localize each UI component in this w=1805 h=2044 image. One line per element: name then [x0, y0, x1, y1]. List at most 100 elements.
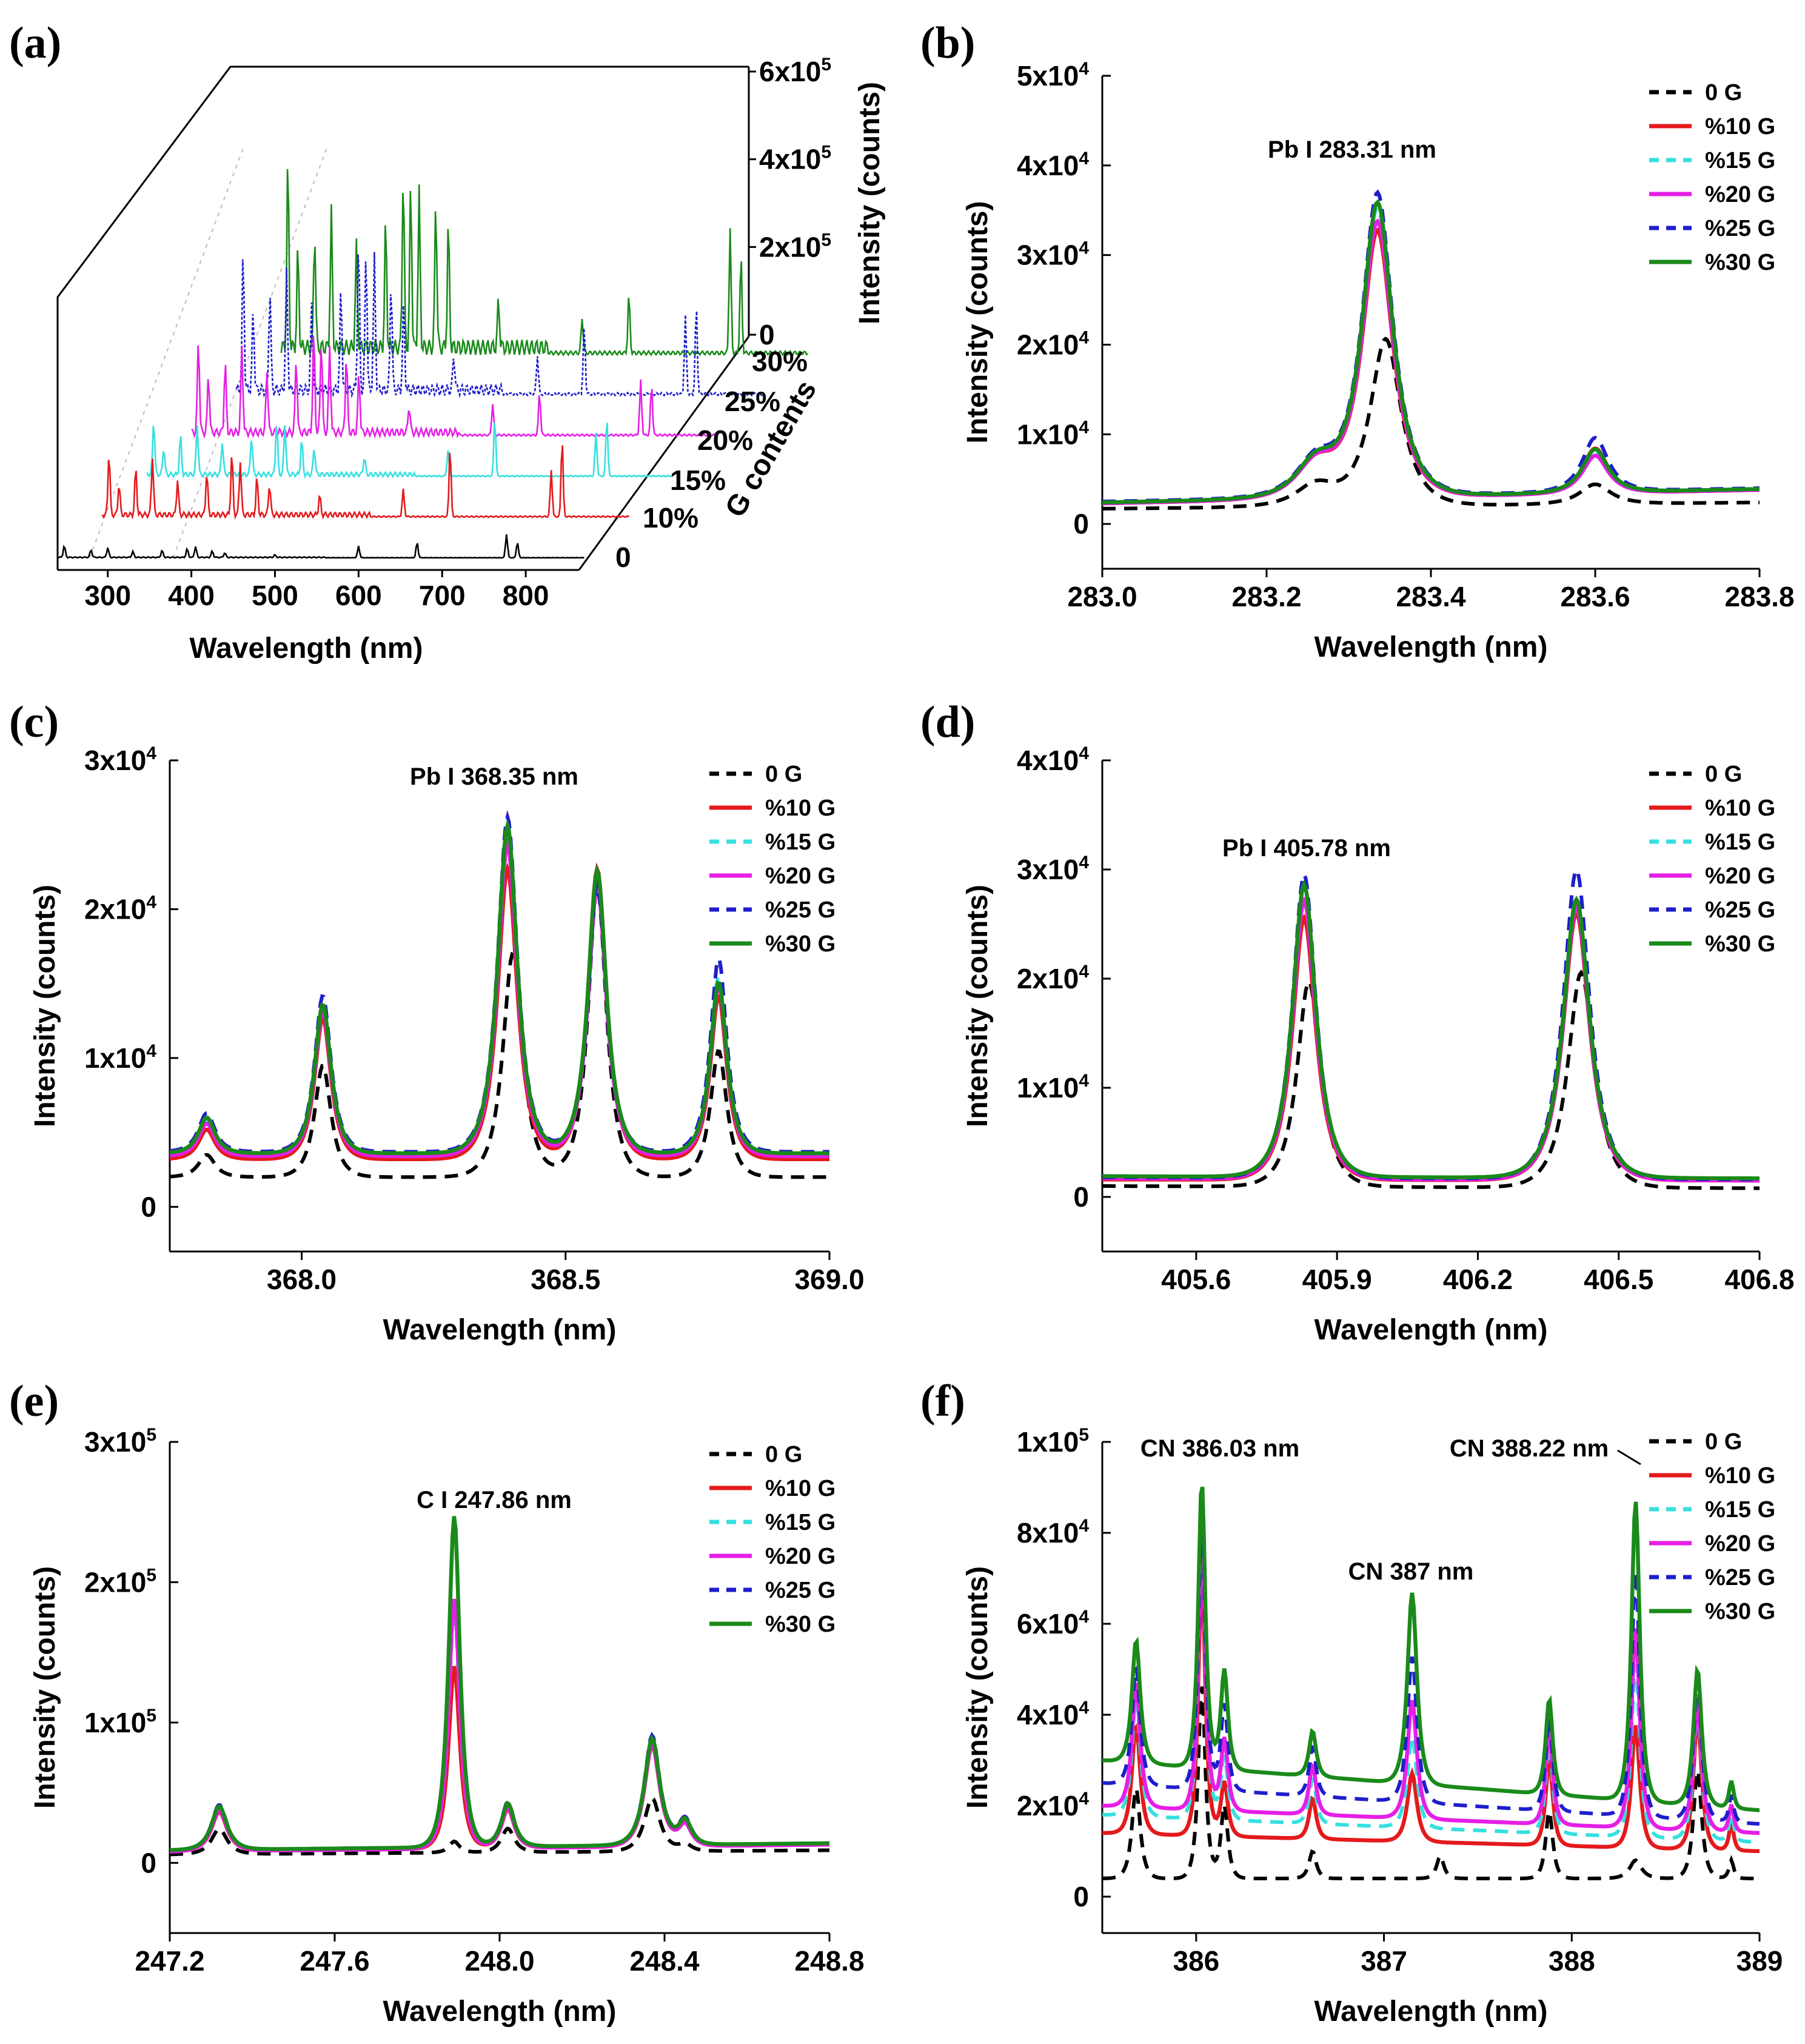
guide-line: [172, 145, 329, 558]
series-line-20G: [1102, 1542, 1760, 1835]
z-axis-title: Intensity (counts): [854, 82, 886, 324]
legend: 0 G %10 G %15 G %20 G %25 G %30 G: [709, 1442, 836, 1637]
legend-label: %30 G: [1705, 1599, 1775, 1624]
legend-label: %15 G: [765, 829, 836, 855]
series-line-0G: [1102, 1686, 1760, 1880]
x-tick-label: 247.2: [135, 1945, 204, 1977]
x-tick-label: 389: [1736, 1945, 1783, 1977]
x-tick-label: 300: [84, 580, 131, 611]
legend-label: %20 G: [1705, 1531, 1775, 1556]
y-tick-label: 1x104: [84, 1041, 156, 1074]
panel-a: (a) 300 400 500 600 700 800 Wavelength (nm) 0 2x1…: [9, 18, 886, 665]
series-line-10G: [1102, 909, 1760, 1183]
y-tick-label: 1x104: [1017, 417, 1089, 450]
peak-annotation: Pb Ι 283.31 nm: [1268, 136, 1436, 163]
y-tick-label: 3x105: [84, 1425, 156, 1458]
legend: 0 G %10 G %15 G %20 G %25 G %30 G: [1649, 80, 1775, 275]
x-tick-label: 248.0: [464, 1945, 534, 1977]
x-tick-label: 500: [252, 580, 298, 611]
x-tick-label: 600: [335, 580, 382, 611]
legend-label: %25 G: [765, 1578, 836, 1603]
y-tick-label: 2x104: [1017, 327, 1089, 360]
y-tick-label: 3x104: [1017, 853, 1089, 885]
x-tick-label: 700: [419, 580, 466, 611]
legend-label: %15 G: [1705, 1497, 1775, 1523]
series-line-15G: [1102, 204, 1760, 506]
series-line-0G: [170, 1795, 829, 1857]
x-tick-label: 283.8: [1724, 581, 1794, 612]
series-line-15G: [146, 422, 674, 479]
guide-line: [89, 145, 245, 558]
y-axis-title: Intensity (counts): [962, 201, 994, 443]
x-axis-title: Wavelength (nm): [383, 1995, 617, 2028]
series-line-10G: [1102, 227, 1760, 506]
y-tick-label: 3x104: [1017, 238, 1089, 271]
legend-label: %10 G: [1705, 114, 1775, 139]
depth-tick-label: 0: [615, 541, 631, 573]
series-line-10G: [1102, 1581, 1760, 1854]
legend: 0 G %10 G %15 G %20 G %25 G %30 G: [1649, 762, 1775, 957]
legend-label: %30 G: [765, 1612, 836, 1637]
series-line-0G: [170, 880, 829, 1179]
y-tick-label: 2x104: [1017, 1789, 1089, 1821]
y-tick-label: 6x104: [1017, 1607, 1089, 1640]
z-tick-label: 0: [759, 319, 775, 350]
panel-e: (e) 0 1x105 2x105 3x105 247.2 247.6 248.0 248.4 2…: [9, 1376, 865, 2028]
y-tick-label: 0: [141, 1191, 156, 1222]
legend-label: %20 G: [765, 863, 836, 889]
frame-left-wall: [56, 65, 749, 570]
series-line-30G: [280, 169, 808, 357]
series-line-0G: [1102, 970, 1760, 1190]
x-tick-label: 247.6: [300, 1945, 369, 1977]
legend-label: %30 G: [1705, 250, 1775, 275]
legend-label: %25 G: [1705, 216, 1775, 241]
series-line-15G: [170, 1610, 829, 1854]
legend-label: 0 G: [1705, 762, 1742, 787]
legend-label: %30 G: [1705, 931, 1775, 957]
y-axis-title: Intensity (counts): [29, 885, 61, 1127]
legend: 0 G %10 G %15 G %20 G %25 G %30 G: [1649, 1429, 1775, 1624]
series-line-20G: [170, 1598, 829, 1854]
series-line-20G: [191, 336, 719, 439]
z-tick-label: 6x105: [759, 55, 831, 87]
z-tick-label: 2x105: [759, 230, 831, 263]
peak-annotation: CN 386.03 nm: [1140, 1435, 1299, 1462]
x-axis-title: Wavelength (nm): [190, 632, 423, 665]
depth-tick-label: 25%: [725, 386, 780, 417]
panel-label: (c): [9, 697, 59, 747]
series-line-30G: [170, 818, 829, 1156]
panel-label: (b): [920, 18, 975, 68]
x-tick-label: 283.6: [1560, 581, 1630, 612]
series-line-25G: [1102, 1521, 1760, 1826]
y-tick-label: 2x105: [84, 1565, 156, 1598]
x-axis-title: Wavelength (nm): [1314, 1314, 1548, 1346]
panel-d: (d) 0 1x104 2x104 3x104 4x104 405.6 405.9 406.2 4…: [920, 697, 1795, 1346]
x-tick-label: 800: [503, 580, 549, 611]
x-tick-label: 405.9: [1302, 1264, 1372, 1295]
depth-axis-line: [578, 336, 750, 571]
y-tick-label: 3x104: [84, 743, 156, 776]
legend-label: %10 G: [765, 1476, 836, 1501]
z-tick-label: 4x105: [759, 142, 831, 175]
y-tick-label: 4x104: [1017, 149, 1089, 181]
x-tick-label: 369.0: [794, 1264, 864, 1295]
panel-label: (d): [920, 697, 975, 747]
x-tick-label: 283.4: [1396, 581, 1466, 612]
series-line-30G: [1102, 1486, 1760, 1812]
y-tick-label: 2x104: [84, 892, 156, 925]
y-tick-label: 4x104: [1017, 1698, 1089, 1731]
x-tick-label: 368.5: [531, 1264, 600, 1295]
x-tick-label: 283.2: [1231, 581, 1301, 612]
x-tick-label: 406.2: [1443, 1264, 1513, 1295]
x-tick-label: 388: [1549, 1945, 1595, 1977]
x-tick-label: 248.4: [629, 1945, 700, 1977]
series-line-25G: [1102, 189, 1760, 504]
legend-label: 0 G: [1705, 80, 1742, 106]
series-line-25G: [1102, 866, 1760, 1182]
legend-label: %10 G: [1705, 796, 1775, 821]
series-line-25G: [235, 252, 764, 398]
y-axis-title: Intensity (counts): [962, 885, 994, 1127]
legend-label: %15 G: [1705, 829, 1775, 855]
legend-label: %15 G: [1705, 148, 1775, 173]
